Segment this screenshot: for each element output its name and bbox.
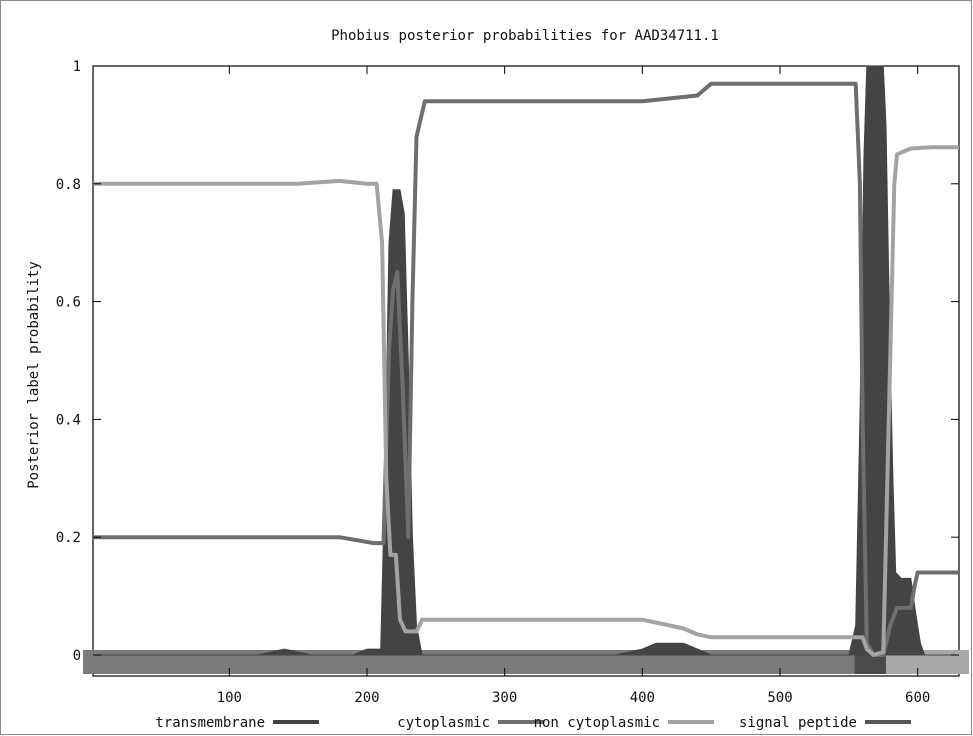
topology-segment-cytoplasmic	[83, 650, 855, 674]
x-tick-label: 500	[767, 690, 792, 706]
series-non-cytoplasmic-line	[93, 145, 959, 657]
legend-label-transmembrane: transmembrane	[155, 715, 265, 731]
chart-title: Phobius posterior probabilities for AAD3…	[331, 28, 719, 44]
x-tick-label: 600	[905, 690, 930, 706]
x-tick-label: 100	[217, 690, 242, 706]
x-tick-label: 200	[354, 690, 379, 706]
plot-area	[92, 65, 960, 677]
y-tick-label: 0.4	[56, 412, 81, 428]
legend-label-non-cytoplasmic: non cytoplasmic	[534, 715, 660, 731]
x-tick-label: 300	[492, 690, 517, 706]
x-tick-label: 400	[630, 690, 655, 706]
series-cytoplasmic-line	[93, 81, 959, 657]
legend-label-cytoplasmic: cytoplasmic	[397, 715, 490, 731]
y-tick-label: 1	[73, 59, 81, 75]
legend-label-signal-peptide: signal peptide	[739, 715, 857, 731]
y-tick-label: 0.8	[56, 177, 81, 193]
y-axis-label: Posterior label probability	[26, 261, 42, 489]
y-tick-label: 0	[73, 648, 81, 664]
series-transmembrane-area	[93, 65, 959, 656]
y-tick-label: 0.2	[56, 530, 81, 546]
y-tick-label: 0.6	[56, 295, 81, 311]
